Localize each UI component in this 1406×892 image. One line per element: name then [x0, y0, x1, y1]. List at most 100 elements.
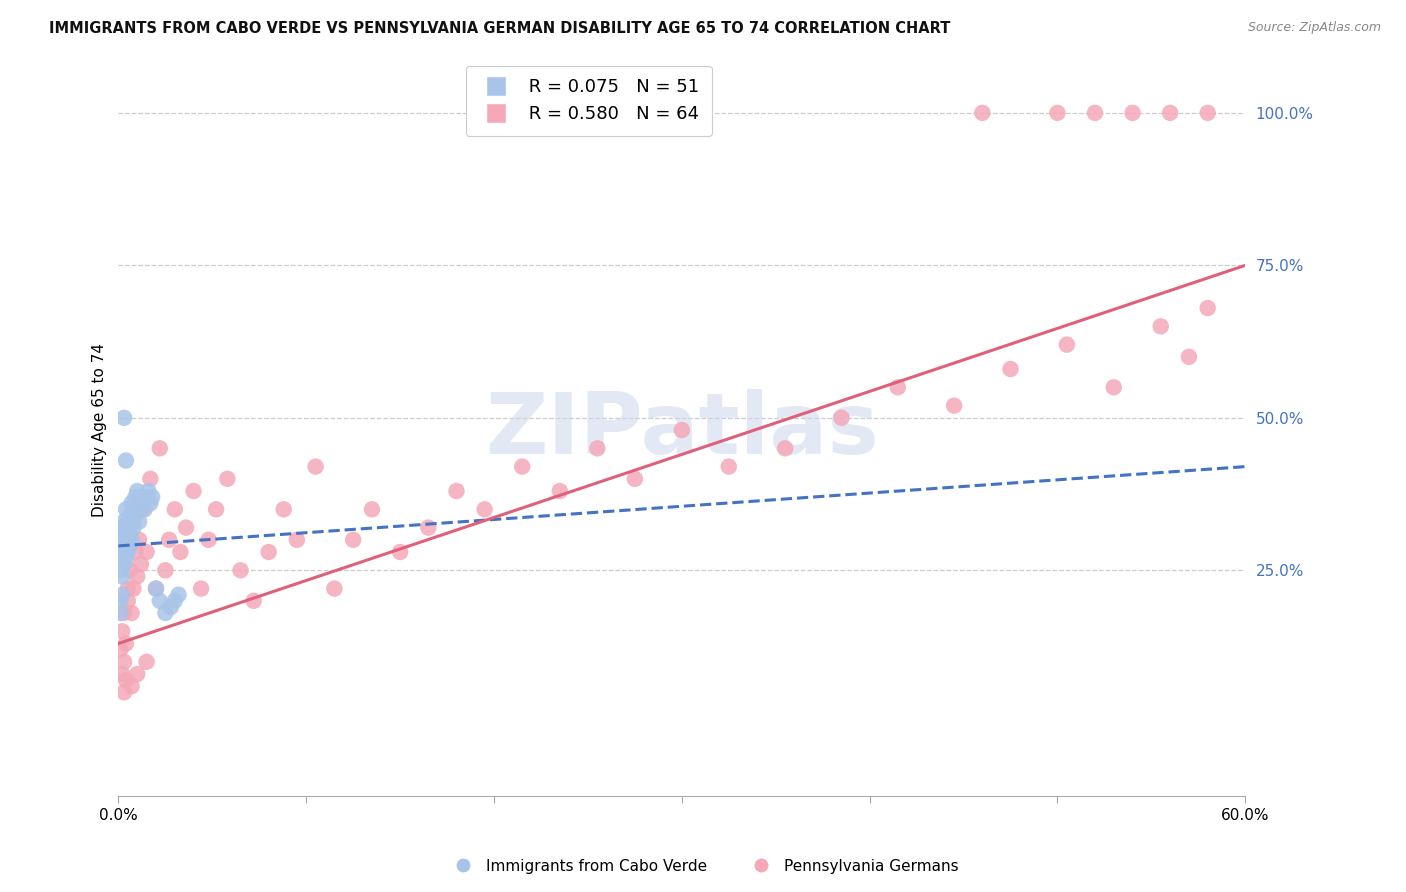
Point — [127, 667, 149, 681]
Point — [242, 594, 264, 608]
Point — [205, 502, 228, 516]
Point — [111, 520, 134, 534]
Point — [110, 533, 132, 547]
Point — [1197, 106, 1219, 120]
Point — [132, 496, 155, 510]
Point — [118, 539, 141, 553]
Point — [122, 582, 145, 596]
Point — [134, 502, 156, 516]
Point — [129, 558, 152, 572]
Point — [972, 106, 994, 120]
Point — [174, 520, 197, 534]
Point — [717, 459, 740, 474]
Text: IMMIGRANTS FROM CABO VERDE VS PENNSYLVANIA GERMAN DISABILITY AGE 65 TO 74 CORREL: IMMIGRANTS FROM CABO VERDE VS PENNSYLVAN… — [49, 21, 950, 36]
Point — [110, 594, 132, 608]
Point — [112, 685, 135, 699]
Point — [149, 594, 172, 608]
Point — [217, 472, 239, 486]
Point — [229, 563, 252, 577]
Point — [112, 539, 135, 553]
Point — [127, 483, 149, 498]
Point — [122, 502, 145, 516]
Point — [1000, 362, 1022, 376]
Point — [304, 459, 326, 474]
Point — [285, 533, 308, 547]
Point — [139, 496, 162, 510]
Point — [110, 606, 132, 620]
Point — [118, 526, 141, 541]
Point — [138, 483, 160, 498]
Text: ZIPatlas: ZIPatlas — [485, 389, 879, 472]
Point — [112, 410, 135, 425]
Point — [118, 508, 141, 523]
Point — [1197, 301, 1219, 315]
Point — [157, 533, 180, 547]
Point — [155, 563, 177, 577]
Point — [163, 502, 186, 516]
Point — [112, 526, 135, 541]
Point — [121, 679, 143, 693]
Text: Source: ZipAtlas.com: Source: ZipAtlas.com — [1247, 21, 1381, 34]
Point — [115, 520, 138, 534]
Point — [112, 558, 135, 572]
Point — [135, 490, 157, 504]
Point — [110, 545, 132, 559]
Point — [773, 442, 796, 456]
Point — [139, 472, 162, 486]
Point — [1102, 380, 1125, 394]
Point — [1150, 319, 1173, 334]
Point — [121, 496, 143, 510]
Point — [117, 582, 139, 596]
Point — [111, 551, 134, 566]
Point — [112, 515, 135, 529]
Point — [112, 545, 135, 559]
Legend: Immigrants from Cabo Verde, Pennsylvania Germans: Immigrants from Cabo Verde, Pennsylvania… — [441, 853, 965, 880]
Point — [548, 483, 571, 498]
Point — [273, 502, 295, 516]
Point — [1084, 106, 1107, 120]
Point — [115, 551, 138, 566]
Point — [671, 423, 693, 437]
Point — [115, 539, 138, 553]
Point — [149, 442, 172, 456]
Point — [323, 582, 346, 596]
Point — [155, 606, 177, 620]
Point — [127, 502, 149, 516]
Point — [128, 533, 150, 547]
Point — [1046, 106, 1069, 120]
Point — [474, 502, 496, 516]
Point — [169, 545, 191, 559]
Point — [1056, 337, 1078, 351]
Point — [117, 533, 139, 547]
Point — [446, 483, 468, 498]
Point — [128, 515, 150, 529]
Point — [361, 502, 384, 516]
Point — [418, 520, 440, 534]
Point — [257, 545, 280, 559]
Point — [117, 594, 139, 608]
Point — [117, 545, 139, 559]
Point — [124, 545, 146, 559]
Point — [121, 606, 143, 620]
Point — [115, 636, 138, 650]
Point — [145, 582, 167, 596]
Point — [197, 533, 219, 547]
Point — [115, 673, 138, 687]
Point — [111, 569, 134, 583]
Point — [1159, 106, 1181, 120]
Point — [118, 563, 141, 577]
Point — [122, 520, 145, 534]
Point — [129, 490, 152, 504]
Point — [121, 533, 143, 547]
Point — [110, 563, 132, 577]
Point — [115, 453, 138, 467]
Point — [127, 569, 149, 583]
Point — [389, 545, 412, 559]
Point — [111, 624, 134, 639]
Point — [112, 606, 135, 620]
Point — [163, 594, 186, 608]
Point — [183, 483, 205, 498]
Legend:  R = 0.075   N = 51,  R = 0.580   N = 64: R = 0.075 N = 51, R = 0.580 N = 64 — [465, 66, 711, 136]
Point — [132, 502, 155, 516]
Point — [112, 655, 135, 669]
